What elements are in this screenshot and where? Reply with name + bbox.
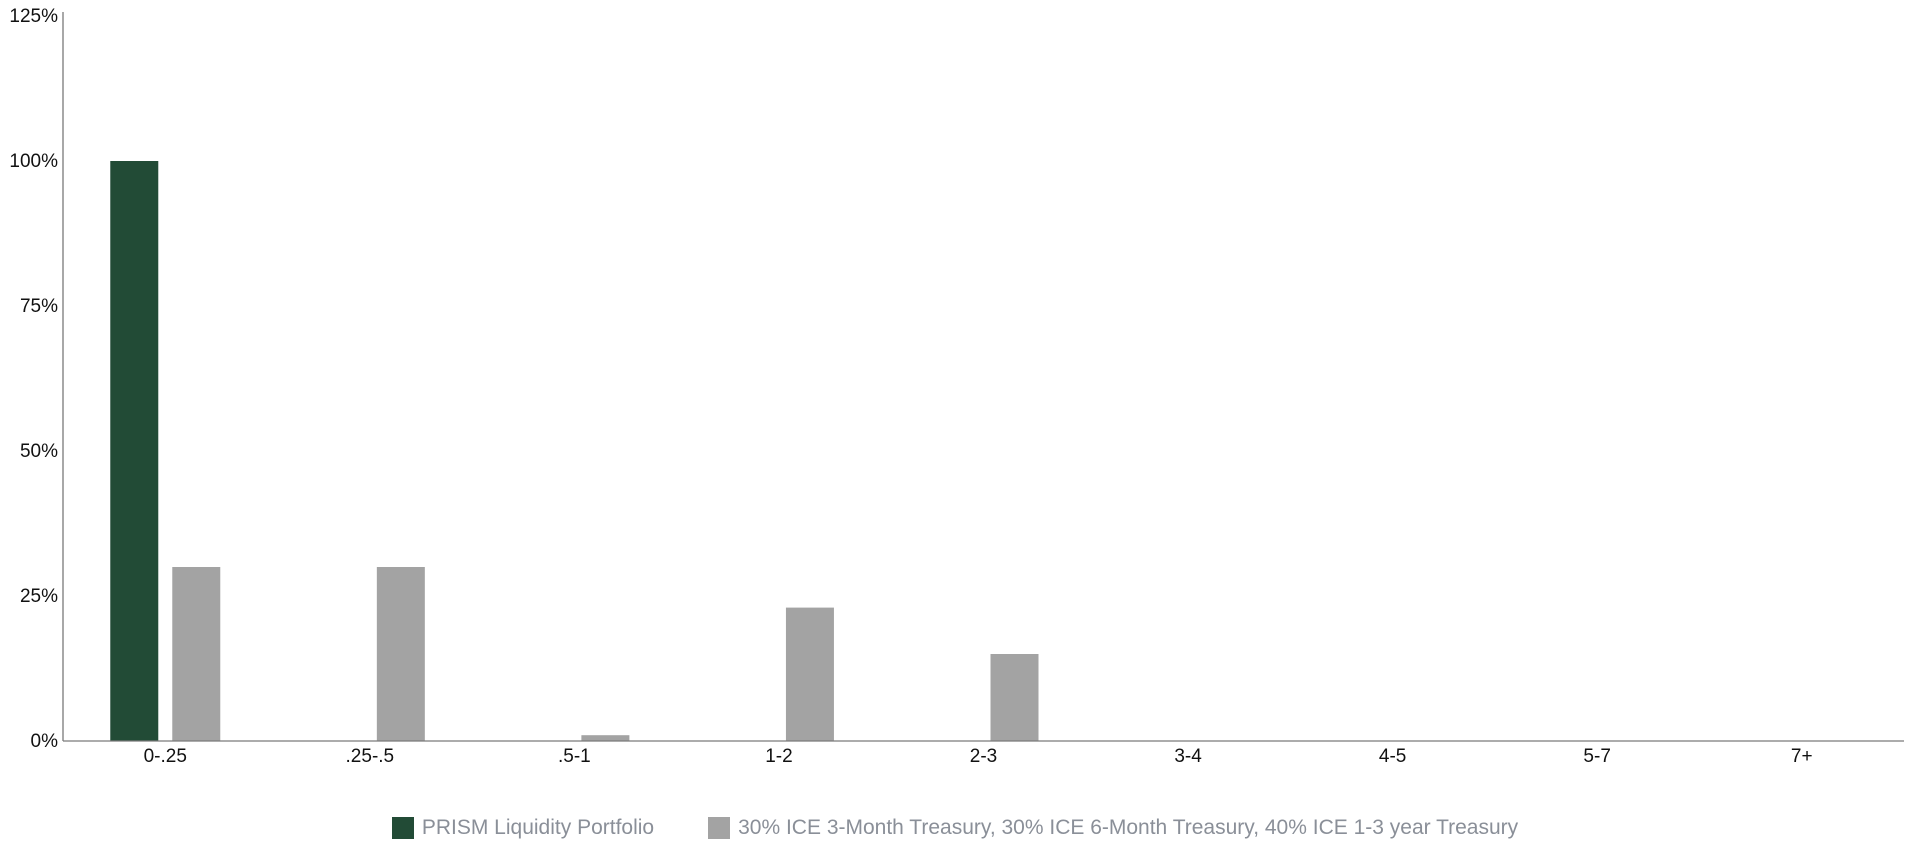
legend-label-benchmark: 30% ICE 3-Month Treasury, 30% ICE 6-Mont… xyxy=(738,816,1519,839)
legend-swatch-prism xyxy=(391,817,414,839)
bar-chart: 0% 25% 50% 75% 100% 125% 0-.25 .25-.5 .5-1 1-2 2-… xyxy=(9,6,1904,767)
x-axis-ticks: 0-.25 .25-.5 .5-1 1-2 2-3 3-4 4-5 5-7 7+ xyxy=(144,746,1813,767)
legend-label-prism: PRISM Liquidity Portfolio xyxy=(421,816,655,839)
bar-series-2-0-.25 xyxy=(172,567,221,741)
x-tick-label: 1-2 xyxy=(765,746,792,767)
bars xyxy=(110,161,1039,741)
x-tick-label: 0-.25 xyxy=(144,746,187,767)
legend-swatch-benchmark xyxy=(708,817,731,839)
y-tick-label: 125% xyxy=(9,6,58,27)
x-tick-label: 5-7 xyxy=(1583,746,1610,767)
y-tick-label: 100% xyxy=(9,151,58,172)
y-tick-label: 0% xyxy=(31,731,59,752)
bar-series-2-.25-.5 xyxy=(376,567,425,741)
x-tick-label: 7+ xyxy=(1791,746,1813,767)
legend-item-benchmark: 30% ICE 3-Month Treasury, 30% ICE 6-Mont… xyxy=(708,816,1518,840)
x-tick-label: .25-.5 xyxy=(346,746,395,767)
legend: PRISM Liquidity Portfolio 30% ICE 3-Mont… xyxy=(0,813,1910,843)
x-tick-label: 3-4 xyxy=(1174,746,1202,767)
y-tick-label: 75% xyxy=(20,296,58,317)
x-tick-label: 2-3 xyxy=(970,746,997,767)
y-tick-label: 50% xyxy=(20,441,58,462)
bar-series-1-0-.25 xyxy=(110,161,159,741)
bar-series-2-2-3 xyxy=(990,654,1039,741)
x-tick-label: 4-5 xyxy=(1379,746,1406,767)
x-tick-label: .5-1 xyxy=(558,746,591,767)
bar-series-2-1-2 xyxy=(785,607,834,741)
y-axis-ticks: 0% 25% 50% 75% 100% 125% xyxy=(9,6,58,752)
bar-series-2-.5-1 xyxy=(581,735,630,741)
y-tick-label: 25% xyxy=(20,586,58,607)
legend-item-prism: PRISM Liquidity Portfolio xyxy=(391,816,655,840)
